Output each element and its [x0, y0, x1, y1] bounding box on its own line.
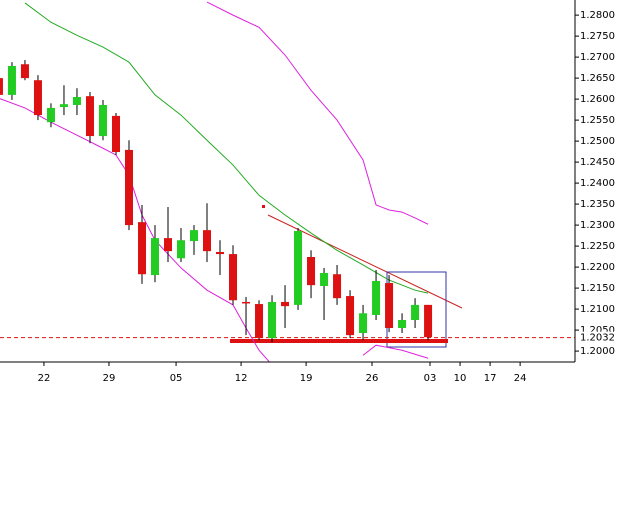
candle-body — [7, 65, 16, 95]
y-tick-label: 1.2750 — [580, 31, 615, 42]
candle-body — [268, 301, 277, 339]
last-price-label: 1.2032 — [580, 333, 615, 344]
y-tick-label: 1.2250 — [580, 241, 615, 252]
y-tick-label: 1.2000 — [580, 346, 615, 357]
x-tick-label: 19 — [300, 373, 313, 384]
candle-body — [385, 283, 394, 328]
y-tick-label: 1.2700 — [580, 52, 615, 63]
candle-body — [229, 254, 238, 301]
x-tick-label: 10 — [454, 373, 467, 384]
x-tick-label: 22 — [38, 373, 51, 384]
candle-body — [320, 272, 329, 286]
candle-body — [137, 222, 146, 275]
candle-body — [372, 280, 381, 315]
y-tick-label: 1.2300 — [580, 220, 615, 231]
candle-body — [85, 96, 94, 137]
y-tick-label: 1.2650 — [580, 73, 615, 84]
candle-body — [294, 230, 303, 305]
candle-body — [59, 104, 68, 108]
candle-body — [242, 301, 251, 304]
candle-body — [164, 238, 173, 252]
y-tick-label: 1.2600 — [580, 94, 615, 105]
y-tick-label: 1.2350 — [580, 199, 615, 210]
candle-body — [359, 313, 368, 334]
candle-body — [398, 320, 407, 328]
x-tick-label: 29 — [103, 373, 116, 384]
candle-body — [190, 230, 199, 242]
last-price-box — [576, 331, 618, 344]
candle-body — [98, 104, 107, 137]
candle-body — [411, 304, 420, 321]
y-tick-label: 1.2400 — [580, 178, 615, 189]
candle-body — [255, 304, 264, 339]
candle-body — [424, 304, 433, 338]
x-tick-label: 24 — [514, 373, 527, 384]
x-tick-label: 17 — [484, 373, 497, 384]
indicator-line — [206, 1, 429, 225]
y-tick-label: 1.2050 — [580, 325, 615, 336]
indicator-line — [24, 2, 429, 294]
y-tick-label: 1.2100 — [580, 304, 615, 315]
candle-body — [46, 107, 55, 123]
candle-body — [124, 149, 133, 226]
candle-body — [20, 64, 29, 79]
candle-body — [33, 80, 42, 116]
x-tick-label: 03 — [424, 373, 437, 384]
x-tick-label: 12 — [235, 373, 248, 384]
x-tick-label: 05 — [170, 373, 183, 384]
candle-body — [346, 296, 355, 336]
candle-body — [307, 257, 316, 286]
candle-body — [333, 274, 342, 299]
y-tick-label: 1.2450 — [580, 157, 615, 168]
trend-line — [267, 214, 463, 309]
candle-body — [0, 78, 3, 95]
plot-area — [0, 1, 575, 362]
indicator-line — [362, 344, 429, 359]
y-tick-label: 1.2200 — [580, 262, 615, 273]
annotation-dot — [262, 205, 265, 208]
y-tick-label: 1.2800 — [580, 10, 615, 21]
candle-body — [177, 240, 186, 259]
candle-body — [216, 251, 225, 255]
y-tick-label: 1.2500 — [580, 136, 615, 147]
y-tick-label: 1.2550 — [580, 115, 615, 126]
candle-body — [72, 97, 81, 105]
candle-body — [150, 238, 159, 276]
candle-body — [111, 115, 120, 153]
candle-body — [281, 301, 290, 307]
candle-body — [203, 230, 212, 252]
y-tick-label: 1.2150 — [580, 283, 615, 294]
indicator-line — [0, 98, 271, 362]
x-tick-label: 26 — [366, 373, 379, 384]
